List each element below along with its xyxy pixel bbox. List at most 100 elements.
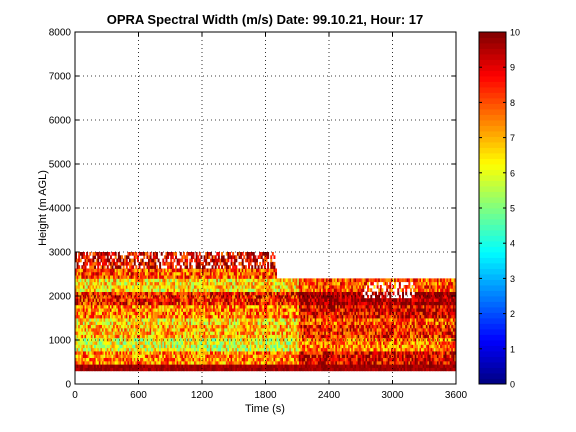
heatmap-cell <box>109 367 112 372</box>
heatmap-cell <box>262 341 265 345</box>
heatmap-cell <box>349 337 352 342</box>
heatmap-cell <box>257 337 260 342</box>
heatmap-cell <box>163 351 166 355</box>
heatmap-cell <box>273 364 276 368</box>
heatmap-cell <box>114 321 117 325</box>
heatmap-cell <box>375 364 378 368</box>
heatmap-cell <box>444 367 447 372</box>
heatmap-cell <box>382 334 385 339</box>
heatmap-cell <box>219 354 222 358</box>
heatmap-cell <box>308 357 311 362</box>
heatmap-cell <box>89 334 92 339</box>
heatmap-cell <box>357 324 360 329</box>
heatmap-cell <box>338 347 341 352</box>
heatmap-cell <box>446 351 449 355</box>
heatmap-cell <box>157 344 160 349</box>
heatmap-cell <box>214 327 217 332</box>
heatmap-cell <box>279 334 282 339</box>
heatmap-cell <box>76 354 79 358</box>
heatmap-cell <box>214 341 217 345</box>
heatmap-cell <box>140 327 143 332</box>
heatmap-cell <box>168 347 171 352</box>
heatmap-cell <box>119 324 122 329</box>
heatmap-cell <box>159 334 162 339</box>
heatmap-cell <box>243 347 246 352</box>
heatmap-cell <box>371 367 374 372</box>
heatmap-cell <box>349 347 352 352</box>
heatmap-cell <box>125 331 128 335</box>
heatmap-cell <box>270 341 273 345</box>
heatmap-cell <box>395 327 398 332</box>
heatmap-cell <box>373 334 376 339</box>
heatmap-cell <box>173 347 176 352</box>
heatmap-cell <box>405 367 408 372</box>
heatmap-cell <box>203 321 206 325</box>
heatmap-cell <box>359 344 362 349</box>
heatmap-cell <box>181 327 184 332</box>
heatmap-cell <box>378 331 381 335</box>
heatmap-cell <box>416 357 419 362</box>
heatmap-cell <box>254 331 257 335</box>
heatmap-cell <box>238 347 241 352</box>
heatmap-cell <box>86 344 89 349</box>
heatmap-cell <box>359 367 362 372</box>
heatmap-cell <box>197 331 200 335</box>
heatmap-cell <box>133 351 136 355</box>
heatmap-cell <box>235 334 238 339</box>
heatmap-cell <box>121 334 124 339</box>
heatmap-cell <box>309 367 312 372</box>
heatmap-cell <box>241 347 244 352</box>
heatmap-cell <box>216 347 219 352</box>
heatmap-cell <box>360 351 363 355</box>
heatmap-cell <box>392 367 395 372</box>
heatmap-cell <box>325 354 328 358</box>
heatmap-cell <box>140 357 143 362</box>
heatmap-cell <box>389 357 392 362</box>
heatmap-cell <box>192 360 195 365</box>
heatmap-cell <box>324 334 327 339</box>
heatmap-cell <box>124 341 127 345</box>
heatmap-cell <box>279 341 282 345</box>
heatmap-cell <box>200 351 203 355</box>
heatmap-cell <box>322 324 325 329</box>
heatmap-cell <box>327 327 330 332</box>
heatmap-cell <box>190 321 193 325</box>
heatmap-cell <box>300 337 303 342</box>
heatmap-cell <box>435 357 438 362</box>
heatmap-cell <box>132 351 135 355</box>
heatmap-cell <box>197 327 200 332</box>
heatmap-cell <box>381 324 384 329</box>
heatmap-cell <box>351 347 354 352</box>
heatmap-cell <box>224 347 227 352</box>
heatmap-cell <box>409 364 412 368</box>
heatmap-cell <box>290 334 293 339</box>
heatmap-cell <box>352 337 355 342</box>
heatmap-cell <box>368 357 371 362</box>
heatmap-cell <box>390 344 393 349</box>
heatmap-cell <box>90 347 93 352</box>
heatmap-cell <box>363 364 366 368</box>
heatmap-cell <box>240 360 243 365</box>
heatmap-cell <box>98 331 101 335</box>
heatmap-cell <box>282 351 285 355</box>
heatmap-cell <box>92 321 95 325</box>
heatmap-cell <box>108 331 111 335</box>
heatmap-cell <box>149 354 152 358</box>
heatmap-cell <box>135 360 138 365</box>
heatmap-cell <box>255 351 258 355</box>
heatmap-cell <box>125 364 128 368</box>
heatmap-cell <box>211 351 214 355</box>
heatmap-cell <box>192 354 195 358</box>
heatmap-cell <box>413 364 416 368</box>
heatmap-cell <box>262 364 265 368</box>
heatmap-cell <box>394 331 397 335</box>
heatmap-cell <box>265 351 268 355</box>
heatmap-cell <box>276 334 279 339</box>
heatmap-cell <box>259 357 262 362</box>
heatmap-cell <box>343 341 346 345</box>
heatmap-cell <box>116 347 119 352</box>
heatmap-cell <box>367 357 370 362</box>
heatmap-cell <box>332 327 335 332</box>
heatmap-cell <box>149 321 152 325</box>
heatmap-cell <box>270 367 273 372</box>
